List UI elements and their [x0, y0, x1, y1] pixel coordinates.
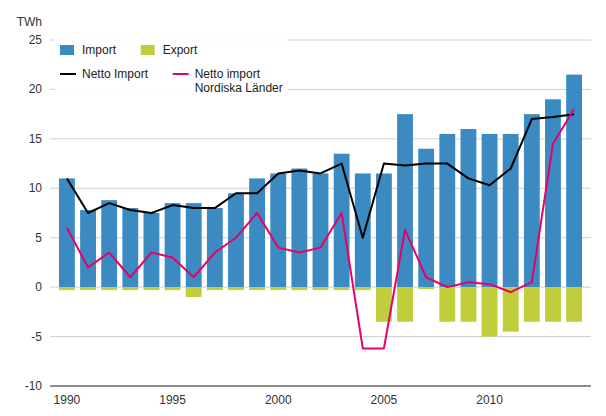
bar: [144, 287, 160, 290]
x-axis-line: [50, 386, 591, 387]
bar: [524, 114, 540, 287]
bar: [101, 200, 117, 287]
y-tick-label: 20: [29, 82, 43, 96]
y-axis-label: TWh: [17, 15, 42, 29]
bar: [566, 287, 582, 322]
bar: [291, 169, 307, 288]
y-tick-label: 0: [35, 280, 42, 294]
bar: [101, 287, 117, 290]
grid-line: [50, 336, 591, 337]
y-tick-label: 25: [29, 33, 43, 47]
line: [67, 114, 574, 238]
bar: [334, 287, 350, 290]
bar: [461, 287, 477, 322]
bar: [355, 287, 371, 290]
legend-background: [55, 39, 288, 99]
bar: [291, 287, 307, 290]
legend-swatch: [141, 45, 155, 55]
bar: [566, 75, 582, 288]
legend: Import Export Netto Import Netto importNord…: [55, 39, 288, 99]
bar: [228, 287, 244, 290]
y-tick-label: 15: [29, 132, 43, 146]
x-tick-label: 2010: [476, 393, 503, 407]
bar: [186, 287, 202, 297]
bar: [439, 134, 455, 287]
x-tick-label: 1990: [54, 393, 81, 407]
bar: [503, 287, 519, 331]
legend-label: Export: [163, 43, 198, 57]
bar: [122, 287, 138, 290]
bar: [80, 210, 96, 287]
x-tick-label: 1995: [159, 393, 186, 407]
legend-label: Netto Import: [82, 67, 149, 81]
y-tick-label: 5: [35, 231, 42, 245]
x-tick-label: 2000: [265, 393, 292, 407]
legend-swatch: [60, 73, 76, 75]
grid-line: [50, 386, 591, 387]
bar: [186, 203, 202, 287]
bar: [355, 173, 371, 287]
x-tick-label: 2005: [371, 393, 398, 407]
bar: [144, 213, 160, 287]
bar: [207, 287, 223, 290]
chart: -10 -5 0 5 10 15 20 25 1990 1995 2000 2005 2010 TWh Im…: [0, 0, 606, 416]
bar: [545, 287, 561, 322]
legend-label: Netto importNordiska Länder: [195, 67, 283, 95]
bar: [270, 173, 286, 287]
grid: [50, 40, 591, 386]
y-tick-label: -10: [25, 379, 43, 393]
bar: [59, 287, 75, 290]
bar: [313, 287, 329, 290]
bar: [313, 173, 329, 287]
bar: [249, 178, 265, 287]
bar: [418, 287, 434, 289]
legend-swatch: [173, 73, 189, 75]
legend-swatch: [60, 45, 74, 55]
bar: [270, 287, 286, 290]
bar: [59, 178, 75, 287]
y-tick-label: 10: [29, 181, 43, 195]
bar: [165, 287, 181, 290]
bar: [249, 287, 265, 290]
bar: [397, 287, 413, 322]
bar: [165, 203, 181, 287]
bar: [482, 287, 498, 336]
bar: [439, 287, 455, 322]
line: [67, 109, 574, 348]
y-tick-label: -5: [31, 330, 42, 344]
legend-label: Import: [82, 43, 117, 57]
bar: [482, 134, 498, 287]
bar: [545, 99, 561, 287]
bar: [461, 129, 477, 287]
bar: [122, 208, 138, 287]
bar: [80, 287, 96, 290]
marks: [59, 75, 582, 349]
bar: [228, 193, 244, 287]
bar: [524, 287, 540, 322]
bar: [376, 173, 392, 287]
